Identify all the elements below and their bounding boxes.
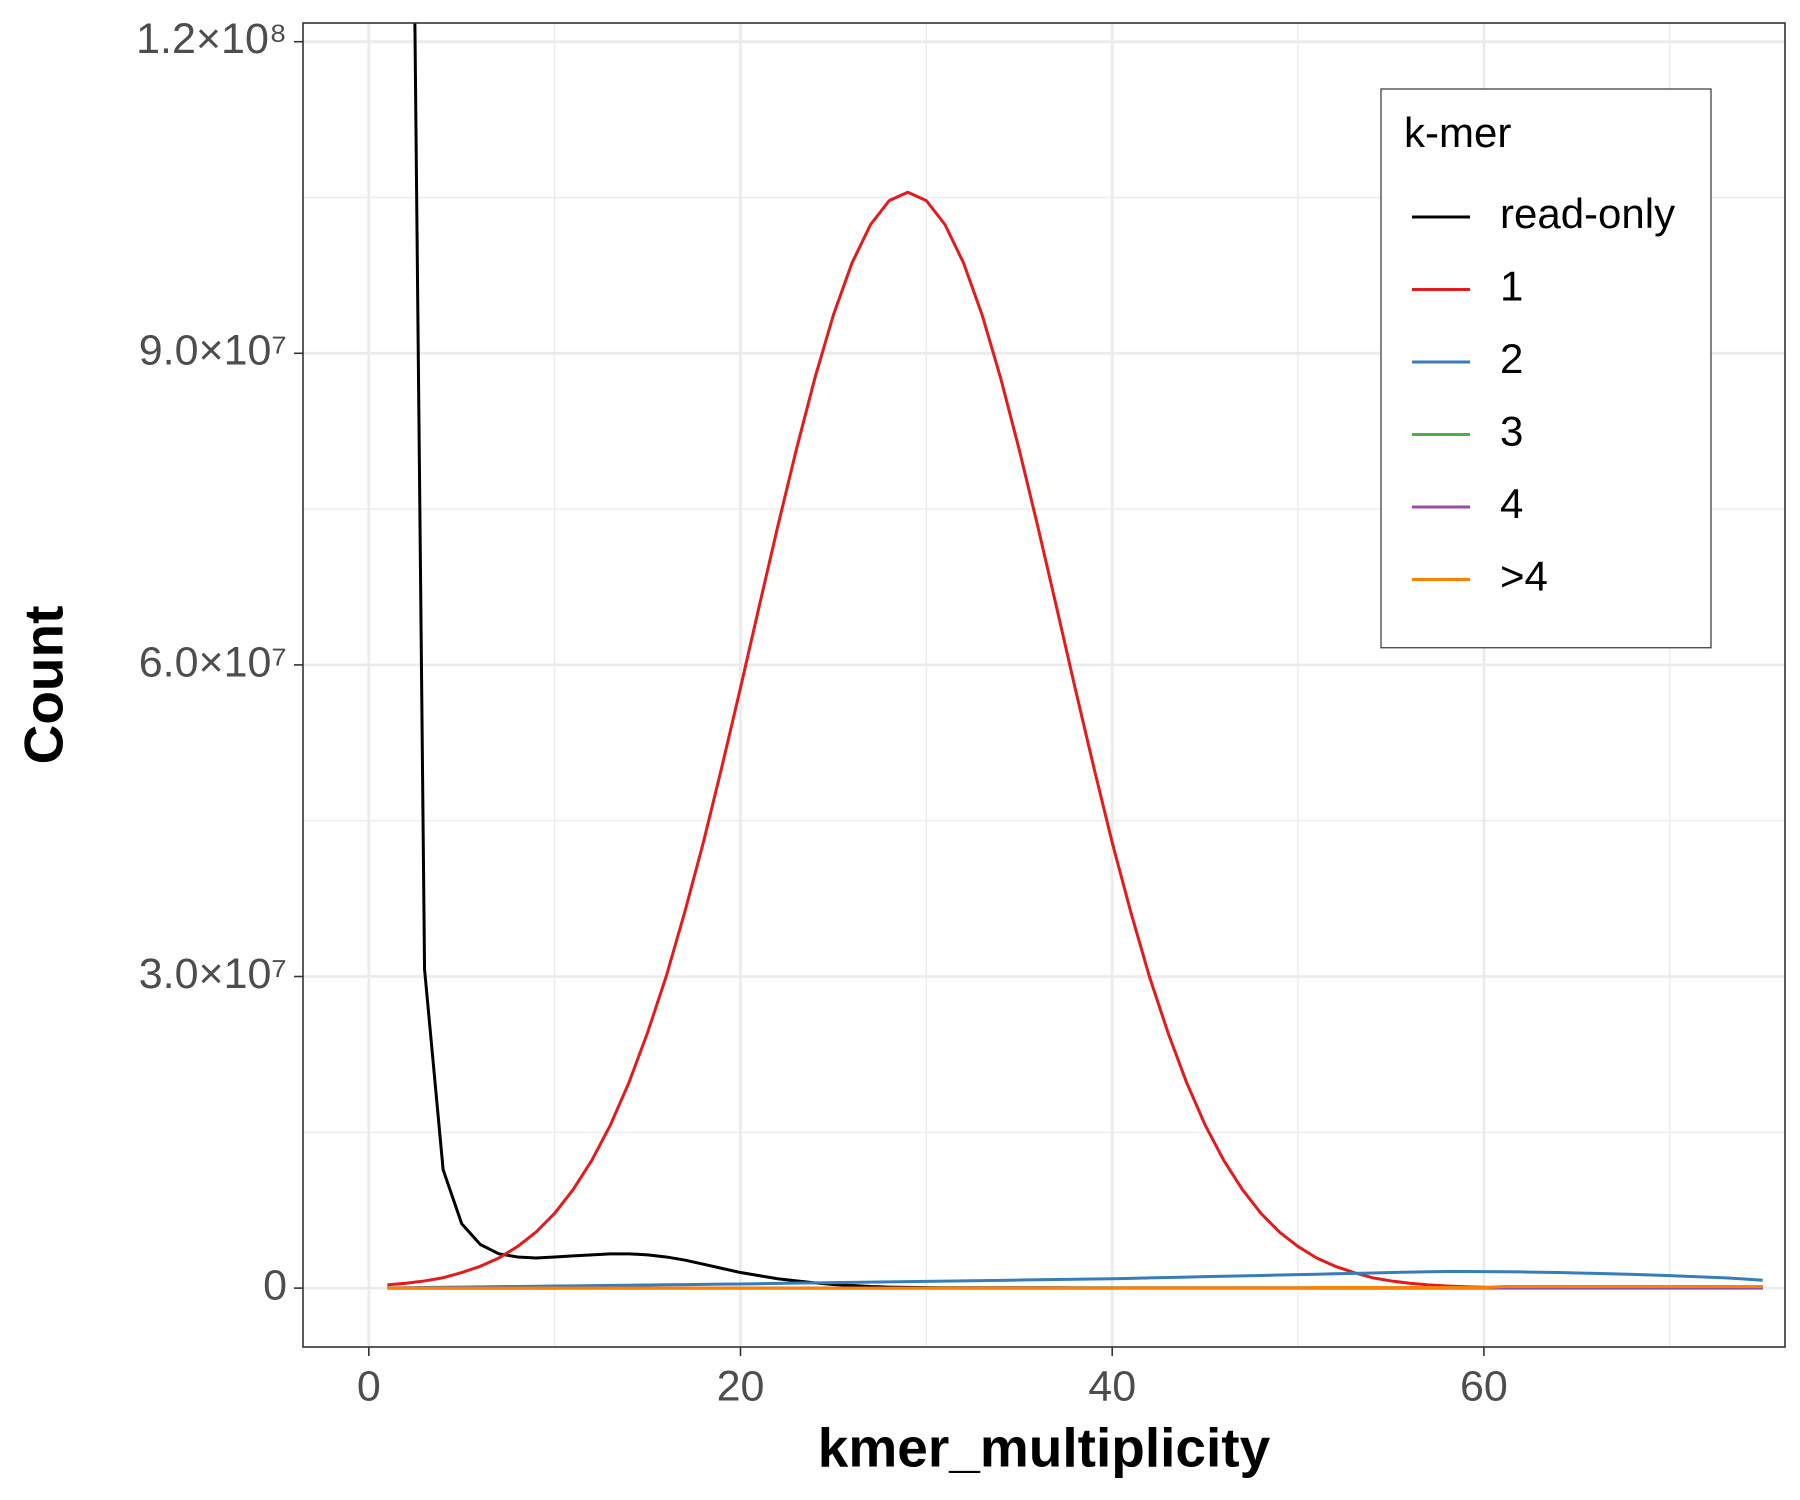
y-tick-label: 6.0×10⁷ <box>139 638 287 686</box>
legend-label: >4 <box>1500 553 1548 600</box>
legend-label: read-only <box>1500 190 1675 237</box>
x-axis-title: kmer_multiplicity <box>818 1417 1271 1479</box>
legend-label: 4 <box>1500 480 1523 527</box>
y-tick-label: 9.0×10⁷ <box>139 327 287 375</box>
y-tick-label: 1.2×10⁸ <box>136 15 287 63</box>
series-line <box>387 1269 1763 1290</box>
axes: 0 20 40 60 0 3.0×10⁷ 6.0×10⁷ 9.0×10⁷ 1.2×10⁸ <box>136 15 1508 1410</box>
panel-border <box>302 22 1786 1348</box>
legend-label: 3 <box>1500 408 1523 455</box>
x-tick-label: 0 <box>357 1362 381 1410</box>
x-tick-label: 20 <box>717 1362 765 1410</box>
x-tick-label: 60 <box>1460 1362 1508 1410</box>
legend-label: 1 <box>1500 263 1523 310</box>
legend-label: 2 <box>1500 335 1523 382</box>
y-axis-title: Count <box>13 606 75 765</box>
legend-box <box>1380 88 1712 649</box>
x-tick-label: 40 <box>1088 1362 1136 1410</box>
lines <box>387 23 1763 1290</box>
legend-title: k-mer <box>1404 109 1511 156</box>
legend: k-mer read-only 1 2 3 4 >4 <box>1380 88 1712 649</box>
series-line <box>387 1285 1763 1290</box>
y-tick-label: 3.0×10⁷ <box>139 950 287 998</box>
y-tick-label: 0 <box>263 1261 287 1309</box>
